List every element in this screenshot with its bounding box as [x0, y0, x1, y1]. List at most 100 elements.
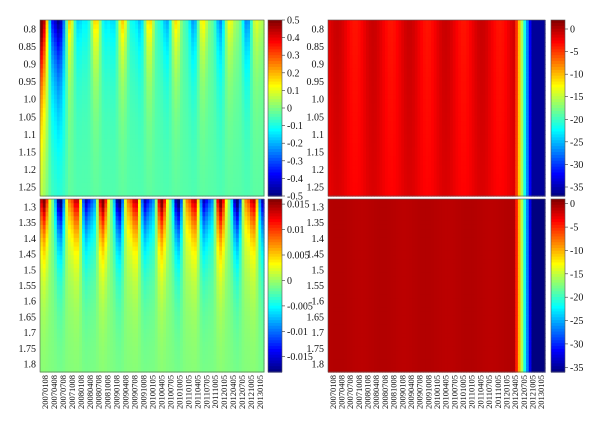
heatmap-cell [124, 28, 128, 34]
heatmap-cell [42, 50, 47, 56]
heatmap-cell [230, 116, 234, 122]
heatmap-cell [70, 50, 75, 56]
heatmap-cell [160, 77, 164, 83]
heatmap-cell [96, 42, 100, 47]
heatmap-cell [258, 77, 262, 83]
heatmap-cell [40, 77, 44, 83]
heatmap-cell [56, 59, 61, 65]
colorbar-tick-label: -0.1 [287, 121, 303, 132]
heatmap-cell [227, 99, 231, 105]
heatmap-cell [68, 68, 72, 74]
heatmap-cell [163, 42, 167, 47]
heatmap-cell [124, 134, 128, 140]
heatmap-cell [65, 77, 69, 83]
heatmap-cell [54, 64, 58, 69]
heatmap-cell [163, 147, 167, 153]
heatmap-cell [230, 112, 234, 118]
heatmap-cell [96, 125, 100, 131]
heatmap-cell [261, 90, 265, 96]
heatmap-cell [157, 46, 161, 52]
heatmap-cell [222, 59, 226, 65]
heatmap-cell [96, 121, 100, 127]
heatmap-cell [202, 116, 206, 122]
heatmap-cell [188, 55, 192, 61]
heatmap-cell [224, 37, 229, 43]
heatmap-cell [188, 77, 192, 83]
heatmap-cell [82, 72, 86, 78]
heatmap-cell [48, 116, 52, 122]
heatmap-cell [54, 46, 58, 52]
heatmap-cell [171, 77, 175, 83]
heatmap-cell [101, 81, 105, 87]
heatmap-cell [129, 46, 133, 52]
heatmap-cell [138, 125, 142, 131]
heatmap-cell [70, 130, 75, 135]
heatmap-cell [107, 37, 111, 43]
heatmap-cell [101, 134, 105, 140]
heatmap-cell [93, 28, 97, 34]
heatmap-cell [244, 99, 248, 105]
heatmap-cell [79, 112, 83, 118]
heatmap-cell [236, 68, 240, 74]
heatmap-cell [252, 81, 257, 87]
heatmap-cell [171, 94, 175, 100]
heatmap-cell [224, 68, 229, 74]
heatmap-cell [93, 20, 97, 25]
heatmap-cell [82, 28, 86, 34]
heatmap-cell [101, 103, 105, 109]
heatmap-cell [168, 147, 173, 153]
heatmap-cell [56, 147, 61, 153]
heatmap-cell [112, 68, 117, 74]
heatmap-cell [45, 94, 49, 100]
heatmap-cell [180, 81, 184, 87]
heatmap-cell [182, 134, 187, 140]
heatmap-cell [196, 50, 201, 56]
heatmap-cell [146, 143, 150, 149]
heatmap-cell [82, 33, 86, 39]
heatmap-cell [227, 33, 231, 39]
heatmap-cell [191, 138, 195, 144]
heatmap-cell [182, 116, 187, 122]
heatmap-cell [132, 94, 136, 100]
heatmap-cell [51, 134, 55, 140]
heatmap-cell [42, 99, 47, 105]
heatmap-cell [194, 42, 198, 47]
heatmap-cell [194, 33, 198, 39]
heatmap-cell [104, 121, 108, 127]
heatmap-cell [84, 42, 89, 47]
heatmap-cell [76, 116, 80, 122]
heatmap-cell [73, 42, 77, 47]
heatmap-cell [56, 86, 61, 91]
heatmap-cell [154, 134, 159, 140]
heatmap-cell [101, 112, 105, 118]
heatmap-cell [210, 121, 215, 127]
heatmap-cell [244, 130, 248, 135]
heatmap-cell [107, 121, 111, 127]
heatmap-cell [233, 77, 237, 83]
heatmap-cell [199, 99, 203, 105]
heatmap-cell [73, 28, 77, 34]
heatmap-cell [219, 86, 223, 91]
heatmap-cell [93, 130, 97, 135]
heatmap-cell [132, 50, 136, 56]
heatmap-cell [202, 130, 206, 135]
heatmap-cell [224, 42, 229, 47]
heatmap-cell [199, 108, 203, 113]
heatmap-cell [48, 147, 52, 153]
heatmap-cell [166, 125, 170, 131]
heatmap-cell [149, 143, 153, 149]
heatmap-cell [98, 33, 103, 39]
heatmap-cell [244, 143, 248, 149]
heatmap-cell [171, 86, 175, 91]
heatmap-cell [174, 55, 178, 61]
heatmap-cell [255, 94, 259, 100]
heatmap-cell [126, 94, 131, 100]
heatmap-cell [157, 42, 161, 47]
heatmap-cell [154, 130, 159, 135]
heatmap-cell [132, 116, 136, 122]
heatmap-cell [238, 112, 243, 118]
heatmap-cell [62, 138, 66, 144]
heatmap-cell [180, 68, 184, 74]
heatmap-cell [54, 147, 58, 153]
heatmap-cell [98, 37, 103, 43]
